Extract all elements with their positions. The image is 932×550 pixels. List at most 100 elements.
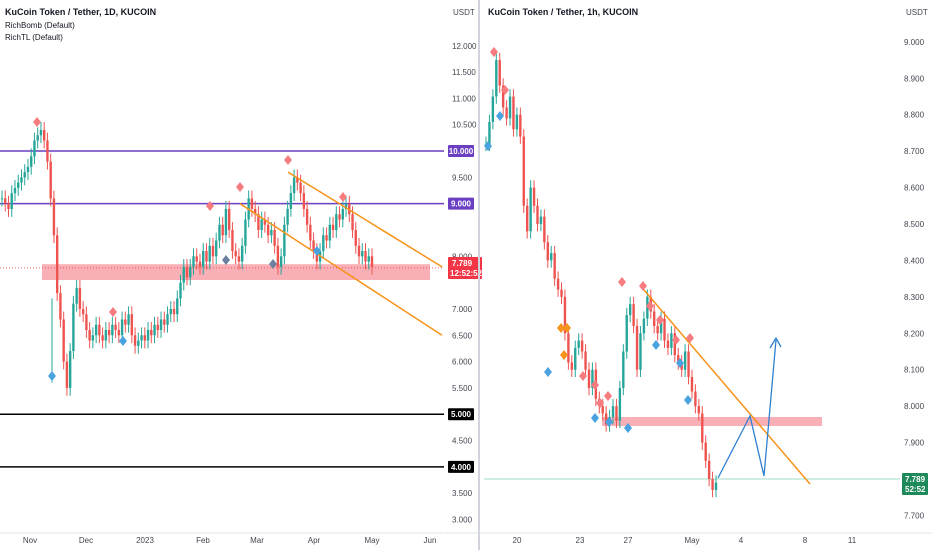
candle-body — [156, 324, 159, 330]
candle-body — [622, 351, 625, 388]
signal-diamond — [646, 301, 654, 311]
candle-body — [237, 256, 241, 262]
candle-body — [587, 369, 591, 388]
candle-body — [328, 224, 332, 241]
candle-body — [169, 308, 172, 315]
last-price-tag — [448, 257, 482, 279]
candle-body — [501, 85, 505, 108]
candle-body — [305, 208, 309, 225]
candle-body — [192, 256, 195, 267]
signal-diamond — [676, 358, 684, 368]
candle-body — [591, 369, 594, 388]
candle-body — [42, 130, 46, 141]
candle-body — [680, 362, 683, 370]
candle-body — [124, 319, 127, 325]
candle-body — [198, 261, 202, 267]
candle-body — [182, 266, 185, 283]
right-x-tick-label: 23 — [576, 536, 585, 545]
left-chart-title: KuCoin Token / Tether, 1D, KUCOIN — [5, 7, 156, 17]
candle-body — [120, 319, 124, 336]
signal-diamond — [652, 340, 660, 350]
candle-body — [137, 340, 140, 346]
indicator-label-richbomb: RichBomb (Default) — [5, 21, 75, 30]
candle-body — [153, 324, 156, 336]
candle-body — [101, 335, 104, 341]
candle-body — [52, 198, 56, 236]
candle-body — [646, 296, 649, 319]
candle-body — [519, 114, 522, 137]
left-candles — [0, 122, 374, 396]
left-y-tick-label: 6.000 — [452, 358, 473, 367]
candle-body — [17, 182, 20, 188]
left-y-tick-label: 3.000 — [452, 515, 473, 524]
candle-body — [296, 177, 299, 183]
candle-body — [508, 96, 512, 119]
signal-diamond — [560, 350, 568, 360]
candle-body — [322, 235, 325, 252]
candle-body — [584, 351, 587, 370]
level-tag-label: 4.000 — [451, 463, 472, 472]
candle-body — [335, 214, 338, 230]
candle-body — [615, 406, 618, 421]
candle-body — [195, 256, 198, 262]
signal-diamond — [604, 391, 612, 401]
candle-body — [364, 251, 367, 262]
candle-body — [666, 340, 670, 348]
right-chart-panel: KuCoin Token / Tether, 1h, KUCOIN USDT 9… — [480, 7, 932, 545]
candle-body — [632, 304, 635, 326]
candle-body — [224, 208, 228, 236]
candle-body — [143, 335, 147, 341]
candle-body — [85, 314, 88, 330]
candle-body — [331, 224, 335, 230]
candle-body — [205, 251, 208, 262]
candle-body — [670, 333, 673, 348]
candle-body — [525, 205, 529, 232]
left-x-tick-label: May — [364, 536, 379, 545]
candle-body — [176, 298, 179, 315]
right-y-tick-label: 8.500 — [904, 220, 925, 229]
right-trendlines — [643, 289, 811, 485]
candle-body — [677, 355, 680, 363]
candle-body — [185, 266, 189, 278]
right-y-tick-label: 8.900 — [904, 74, 925, 83]
candle-body — [553, 253, 556, 279]
candle-body — [46, 140, 49, 162]
candle-body — [292, 177, 296, 194]
signal-diamond — [563, 323, 571, 333]
right-x-tick-label: 8 — [803, 536, 808, 545]
left-level-lines: 10.000 9.000 5.000 4.000 — [0, 145, 474, 473]
candle-body — [289, 193, 293, 209]
projection-path — [717, 339, 777, 479]
candle-body — [189, 266, 192, 278]
candle-body — [4, 198, 7, 204]
candle-body — [166, 314, 169, 325]
level-tag-label: 9.000 — [451, 200, 472, 209]
signal-diamond — [222, 255, 230, 265]
right-y-tick-label: 9.000 — [904, 38, 925, 47]
candle-body — [315, 251, 319, 262]
candle-body — [611, 406, 615, 418]
signal-diamond — [684, 395, 692, 405]
candle-body — [23, 172, 26, 178]
candle-body — [567, 333, 570, 363]
candle-body — [59, 293, 62, 320]
candle-body — [687, 351, 690, 377]
candle-body — [628, 304, 632, 316]
signal-diamond — [490, 47, 498, 57]
candle-body — [361, 251, 364, 257]
candle-body — [72, 303, 75, 352]
candle-body — [505, 107, 508, 119]
candle-body — [642, 318, 646, 334]
right-y-tick-label: 8.800 — [904, 111, 925, 120]
trendline-resistance — [643, 289, 811, 485]
candle-body — [240, 245, 244, 262]
candle-body — [146, 330, 150, 341]
candle-body — [354, 230, 357, 246]
candle-body — [618, 387, 622, 421]
signal-diamond — [596, 398, 604, 408]
candle-body — [351, 214, 354, 230]
left-x-tick-label: Mar — [250, 536, 264, 545]
candle-body — [62, 319, 65, 362]
candle-body — [701, 413, 704, 443]
